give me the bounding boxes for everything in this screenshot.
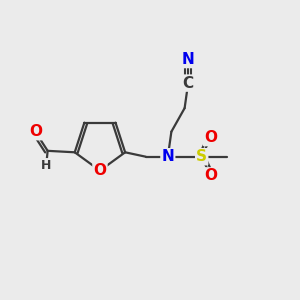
Text: O: O [93, 163, 106, 178]
Text: N: N [182, 52, 194, 67]
Text: C: C [183, 76, 194, 91]
Text: O: O [29, 124, 42, 139]
Text: S: S [196, 149, 207, 164]
Text: H: H [41, 159, 51, 172]
Text: N: N [161, 149, 174, 164]
Text: O: O [204, 130, 217, 145]
Text: O: O [204, 168, 217, 183]
